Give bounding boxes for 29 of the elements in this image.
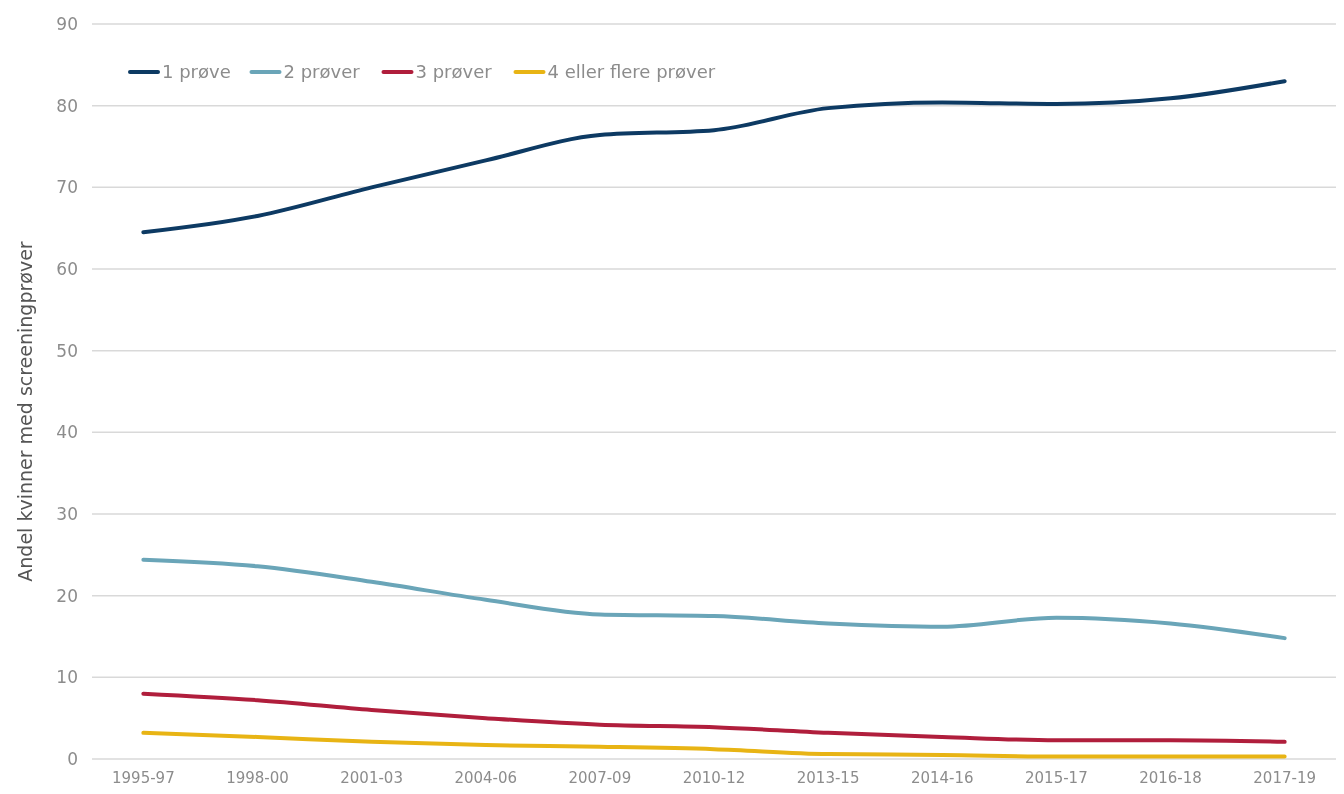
y-tick-label: 80 bbox=[56, 95, 78, 116]
y-axis-title: Andel kvinner med screeningprøver bbox=[14, 241, 36, 582]
y-tick-label: 0 bbox=[67, 748, 78, 769]
line-series bbox=[141, 691, 1287, 744]
x-tick-label: 2014-16 bbox=[910, 769, 974, 787]
y-tick-label: 30 bbox=[56, 503, 78, 524]
y-tick-label: 70 bbox=[56, 177, 78, 198]
line-series bbox=[141, 557, 1287, 641]
x-tick-label: 2017-19 bbox=[1253, 769, 1316, 787]
y-tick-label: 10 bbox=[56, 667, 78, 688]
x-tick-label: 2007-09 bbox=[568, 769, 632, 787]
x-tick-label: 2015-17 bbox=[1025, 769, 1088, 787]
x-tick-label: 2001-03 bbox=[340, 769, 403, 787]
line-series bbox=[141, 730, 1287, 759]
y-tick-label: 40 bbox=[56, 422, 78, 443]
y-tick-label: 50 bbox=[56, 340, 78, 361]
y-tick-label: 60 bbox=[56, 258, 78, 279]
x-tick-label: 2010-12 bbox=[682, 769, 746, 787]
x-tick-label: 2016-18 bbox=[1139, 769, 1202, 787]
y-tick-label: 20 bbox=[56, 585, 78, 606]
y-tick-label: 90 bbox=[56, 13, 78, 34]
x-tick-label: 1998-00 bbox=[226, 769, 289, 787]
legend-label: 2 prøver bbox=[283, 61, 361, 83]
x-tick-label: 2004-06 bbox=[454, 769, 518, 787]
legend-label: 3 prøver bbox=[415, 61, 493, 83]
legend-label: 1 prøve bbox=[162, 61, 231, 83]
x-tick-label: 1995-97 bbox=[112, 769, 175, 787]
x-tick-label: 2013-15 bbox=[796, 769, 860, 787]
legend-label: 4 eller flere prøver bbox=[547, 61, 716, 83]
